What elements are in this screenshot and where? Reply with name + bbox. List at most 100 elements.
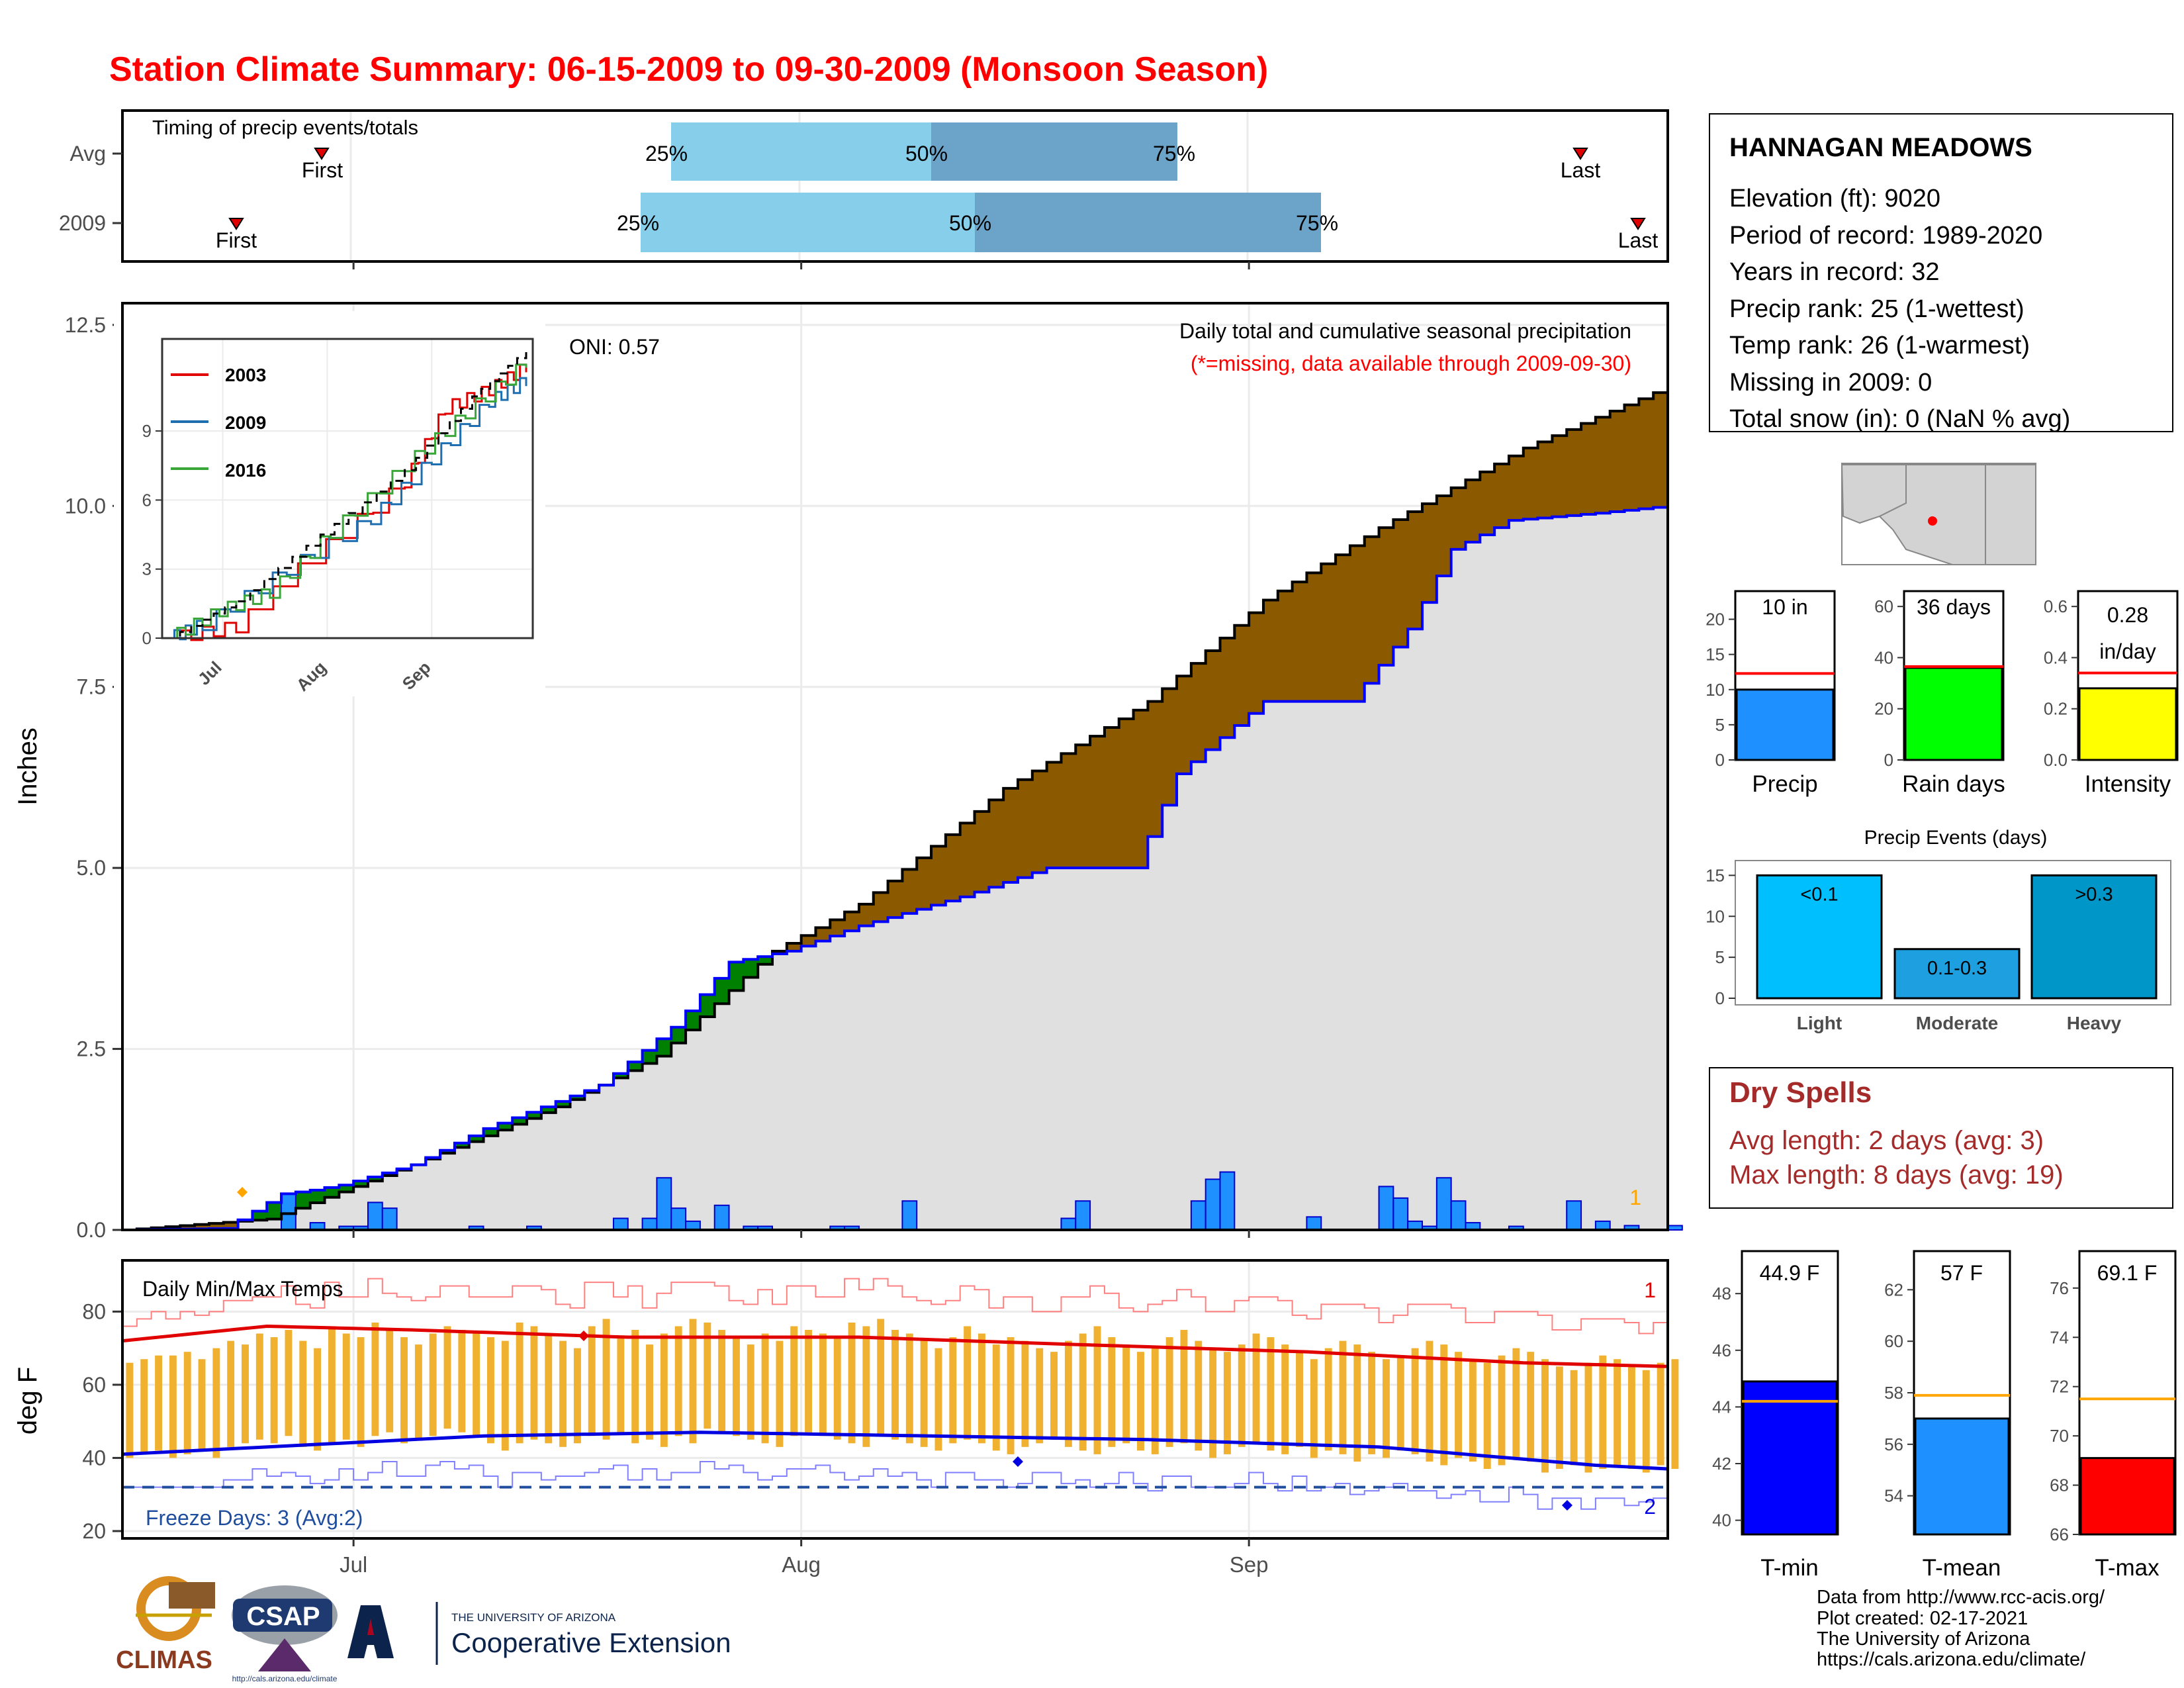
missing-note: (*=missing, data available through 2009-… (1191, 352, 1631, 375)
mini-ytick-label: 0.2 (2044, 699, 2068, 719)
daily-temp-bar (1165, 1337, 1173, 1447)
daily-temp-bar (588, 1326, 596, 1436)
daily-temp-bar (1108, 1337, 1116, 1447)
temp-label: Daily Min/Max Temps (142, 1277, 343, 1301)
dry-spells-max: Max length: 8 days (avg: 19) (1729, 1160, 2064, 1190)
avg-first-marker (314, 148, 330, 160)
tmin-xlabel: T-min (1760, 1555, 1819, 1581)
mini-tmin-chart: 40 42 44 46 48 44.9 F T-min (1712, 1250, 1839, 1581)
daily-temp-bar (1469, 1359, 1477, 1462)
temp-ytick-label: 40 (82, 1446, 106, 1470)
daily-temp-bar (1555, 1366, 1563, 1469)
daily-temp-bar (1036, 1348, 1044, 1444)
daily-temp-bar (1383, 1359, 1390, 1458)
ua-small-text: THE UNIVERSITY OF ARIZONA (451, 1611, 616, 1624)
tmean-label: 57 F (1940, 1261, 1983, 1285)
legend-2003: 2003 (225, 365, 266, 385)
daily-temp-bar (1223, 1352, 1231, 1454)
footer-line-4: https://cals.arizona.edu/climate/ (1817, 1649, 2086, 1670)
inset-ytick-label: 0 (142, 628, 152, 648)
mini-ytick-label: 15 (1706, 645, 1725, 665)
mini-value-bar (2079, 1457, 2175, 1536)
dry-spells-title: Dry Spells (1729, 1076, 1872, 1109)
daily-temp-bar (429, 1333, 437, 1436)
2009-last-label: Last (1618, 228, 1659, 252)
daily-temp-bar (1411, 1348, 1419, 1454)
mini-ytick-label: 48 (1712, 1284, 1731, 1303)
daily-precip-bar (1392, 1197, 1409, 1231)
daily-temp-bar (1281, 1344, 1289, 1454)
footer-credits: Data from http://www.rcc-acis.org/ Plot … (1817, 1587, 2105, 1670)
daily-temp-bar (400, 1337, 408, 1444)
min-count: 2 (1644, 1495, 1656, 1519)
daily-precip-bar (713, 1204, 730, 1231)
daily-temp-bar (285, 1330, 293, 1436)
daily-temp-bar (501, 1340, 509, 1451)
daily-temp-bar (1426, 1340, 1433, 1462)
station-years: Years in record: 32 (1729, 258, 1940, 286)
daily-temp-bar (140, 1359, 148, 1454)
daily-temp-bar (386, 1330, 394, 1432)
daily-temp-bar (1021, 1340, 1029, 1447)
events-ytick-label: 0 (1715, 988, 1725, 1008)
mini-ytick-label: 72 (2050, 1377, 2069, 1397)
climas-logo: CLIMAS (116, 1576, 215, 1674)
daily-precip-bar (1667, 1225, 1683, 1231)
daily-temp-bar (1671, 1359, 1679, 1469)
event-bar (2030, 874, 2158, 1000)
daily-temp-bar (1180, 1330, 1188, 1444)
intensity-value: 0.28 (2107, 603, 2148, 627)
daily-temp-bar (978, 1333, 985, 1444)
mini-ytick-label: 74 (2050, 1327, 2069, 1347)
avg-last-label: Last (1561, 158, 1601, 182)
daily-temp-bar (1440, 1344, 1448, 1466)
daily-temp-bar (1195, 1340, 1203, 1451)
mini-ytick-label: 40 (1712, 1511, 1731, 1530)
daily-temp-bar (819, 1333, 827, 1436)
daily-precip-bar (1205, 1178, 1221, 1231)
daily-temp-bar (1455, 1352, 1463, 1458)
daily-precip-bar (1566, 1200, 1582, 1231)
daily-precip-bar (1190, 1200, 1206, 1231)
raindays-label: 36 days (1917, 595, 1991, 619)
daily-temp-bar (1064, 1340, 1072, 1447)
daily-temp-bar (198, 1359, 206, 1451)
daily-precip-bar (381, 1207, 398, 1231)
daily-precip-bar (281, 1193, 296, 1231)
mini-ytick-label: 20 (1874, 699, 1893, 719)
events-ytick-label: 5 (1715, 947, 1725, 967)
daily-temp-bar (573, 1348, 581, 1444)
inset-ytick-label: 3 (142, 559, 152, 579)
tmean-xlabel: T-mean (1923, 1555, 2001, 1581)
daily-temp-bar (414, 1344, 422, 1440)
footer-line-2: Plot created: 02-17-2021 (1817, 1608, 2028, 1629)
precip-xlabel: Precip (1752, 771, 1817, 797)
mini-ytick-label: 0.4 (2044, 647, 2068, 667)
daily-temp-bar (227, 1340, 235, 1447)
mini-ytick-label: 10 (1706, 680, 1725, 700)
timing-avg-p50: 50% (905, 142, 948, 165)
timing-panel: Timing of precip events/totals 25% 50% 7… (59, 109, 1669, 263)
station-precip-rank: Precip rank: 25 (1-wettest) (1729, 295, 2025, 323)
precip-panel: 0.0 2.5 5.0 7.5 10.0 12.5 Daily total and cum… (13, 302, 1683, 1242)
inset-series-line (169, 363, 527, 641)
station-missing: Missing in 2009: 0 (1729, 369, 1932, 397)
daily-temp-bar (371, 1322, 379, 1436)
daily-temp-bar (1527, 1352, 1535, 1462)
daily-temp-bar (270, 1337, 278, 1444)
station-location-dot (1928, 516, 1937, 526)
daily-temp-bar (689, 1319, 697, 1444)
daily-temp-bar (1368, 1352, 1376, 1454)
daily-temp-bar (718, 1330, 726, 1432)
daily-temp-bar (617, 1337, 625, 1432)
freeze-marker (1562, 1500, 1572, 1511)
mini-ytick-label: 0.0 (2044, 750, 2068, 770)
daily-precip-bar (1435, 1177, 1452, 1231)
events-ytick-label: 10 (1706, 906, 1725, 926)
daily-temp-bar (299, 1340, 307, 1447)
daily-temp-bar (1122, 1344, 1130, 1444)
daily-temp-bar (473, 1333, 480, 1436)
mini-value-bar (1904, 667, 2003, 761)
footer-line-3: The University of Arizona (1817, 1628, 2030, 1650)
